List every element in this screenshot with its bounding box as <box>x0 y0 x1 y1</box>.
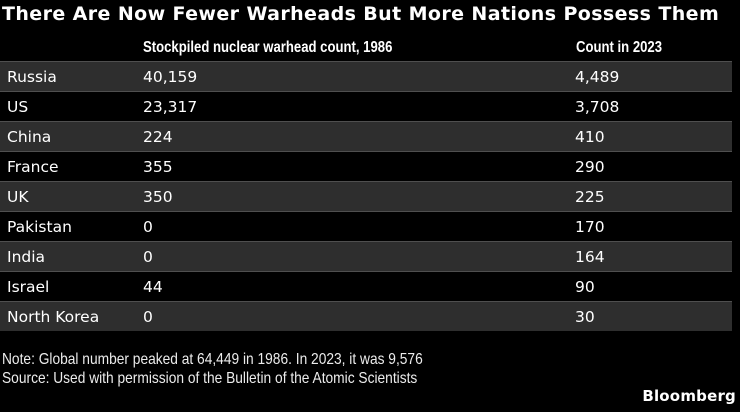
count-1986-cell: 0 <box>143 247 153 266</box>
count-2023-cell: 170 <box>575 217 605 236</box>
table-row: China 224 410 <box>0 121 732 151</box>
column-header-2023: Count in 2023 <box>576 39 663 56</box>
count-1986-cell: 40,159 <box>143 67 198 86</box>
warhead-table: Russia 40,159 4,489 US 23,317 3,708 Chin… <box>0 61 732 331</box>
country-cell: India <box>7 247 46 266</box>
column-header-1986: Stockpiled nuclear warhead count, 1986 <box>143 39 393 56</box>
count-1986-cell: 44 <box>143 277 163 296</box>
country-cell: China <box>7 127 52 146</box>
table-row: North Korea 0 30 <box>0 301 732 331</box>
count-2023-cell: 225 <box>575 187 605 206</box>
count-2023-cell: 30 <box>575 307 595 326</box>
count-2023-cell: 410 <box>575 127 605 146</box>
country-cell: Russia <box>7 67 57 86</box>
country-cell: Pakistan <box>7 217 72 236</box>
count-1986-cell: 355 <box>143 157 173 176</box>
country-cell: Israel <box>7 277 50 296</box>
footnotes: Note: Global number peaked at 64,449 in … <box>2 350 738 388</box>
table-header: Stockpiled nuclear warhead count, 1986 C… <box>0 39 732 57</box>
count-1986-cell: 0 <box>143 217 153 236</box>
count-2023-cell: 4,489 <box>575 67 620 86</box>
table-row: Pakistan 0 170 <box>0 211 732 241</box>
count-1986-cell: 350 <box>143 187 173 206</box>
count-1986-cell: 0 <box>143 307 153 326</box>
country-cell: US <box>7 97 29 116</box>
table-row: UK 350 225 <box>0 181 732 211</box>
note-text: Note: Global number peaked at 64,449 in … <box>2 351 423 368</box>
bloomberg-logo: Bloomberg <box>642 387 736 405</box>
country-cell: France <box>7 157 59 176</box>
count-2023-cell: 290 <box>575 157 605 176</box>
table-row: India 0 164 <box>0 241 732 271</box>
page-title: There Are Now Fewer Warheads But More Na… <box>2 3 720 25</box>
count-2023-cell: 3,708 <box>575 97 620 116</box>
count-2023-cell: 90 <box>575 277 595 296</box>
count-1986-cell: 224 <box>143 127 173 146</box>
count-2023-cell: 164 <box>575 247 605 266</box>
count-1986-cell: 23,317 <box>143 97 198 116</box>
country-cell: North Korea <box>7 307 100 326</box>
country-cell: UK <box>7 187 29 206</box>
table-row: France 355 290 <box>0 151 732 181</box>
table-row: Israel 44 90 <box>0 271 732 301</box>
table-row: US 23,317 3,708 <box>0 91 732 121</box>
source-text: Source: Used with permission of the Bull… <box>2 370 418 387</box>
table-row: Russia 40,159 4,489 <box>0 61 732 91</box>
